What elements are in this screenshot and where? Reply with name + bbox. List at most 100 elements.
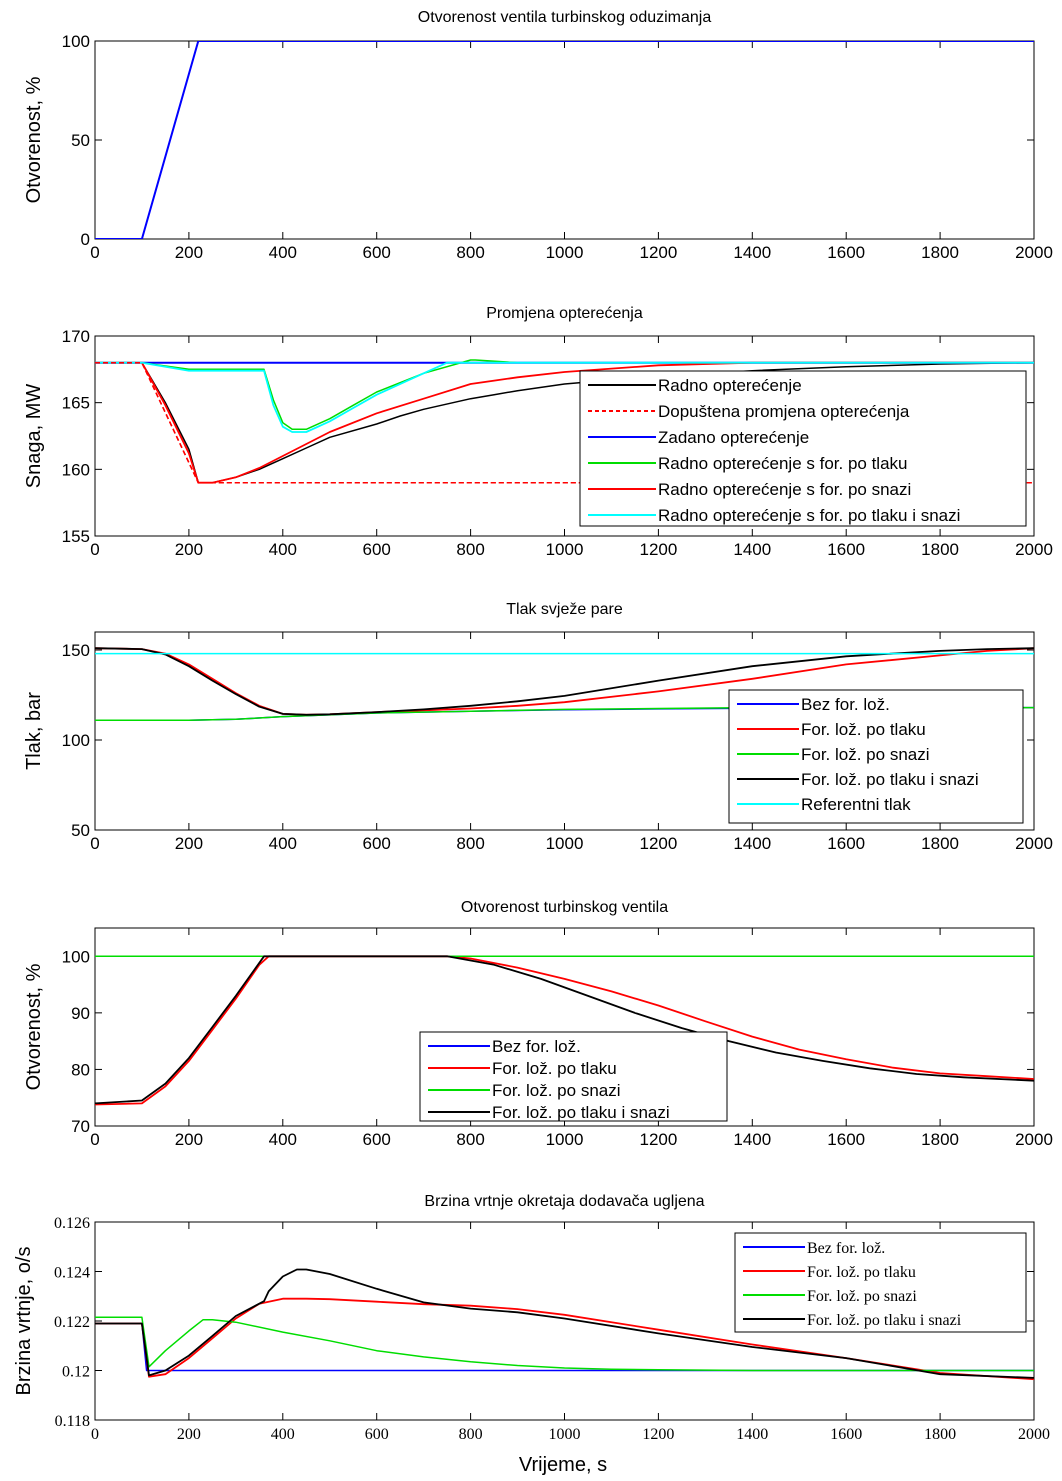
- legend: Bez for. lož. For. lož. po tlaku For. lož.…: [728, 689, 1024, 824]
- x-axis-label: Vrijeme, s: [519, 1454, 607, 1476]
- y-tick-label: 160: [62, 460, 90, 479]
- legend-box: [728, 689, 1024, 824]
- x-tick-label: 400: [269, 1130, 297, 1149]
- x-tick-label: 0: [91, 1426, 99, 1443]
- y-tick-label: 90: [71, 1004, 90, 1023]
- y-tick-label: 70: [71, 1117, 90, 1136]
- legend: Radno opterećenje Dopuštena promjena opte…: [579, 370, 1027, 527]
- x-tick-label: 1400: [733, 1130, 771, 1149]
- chart-panel-4: Otvorenost turbinskog ventila 0 200 400 600 8…: [23, 899, 1053, 1149]
- legend-label: For. lož. po tlaku: [492, 1059, 617, 1078]
- y-tick-label: 100: [62, 947, 90, 966]
- x-tick-label: 1200: [639, 1130, 677, 1149]
- x-tick-label: 400: [269, 540, 297, 559]
- series-line-4: [95, 1268, 1034, 1379]
- series-line-6: [95, 361, 1034, 433]
- chart-title: Otvorenost turbinskog ventila: [461, 899, 668, 916]
- y-tick-label: 0.12: [62, 1364, 90, 1381]
- x-tick-label: 1800: [921, 834, 959, 853]
- y-axis-label: Otvorenost, %: [23, 963, 45, 1090]
- y-axis-label: Otvorenost, %: [23, 76, 45, 203]
- x-tick-label: 600: [363, 834, 391, 853]
- chart-panel-3: Tlak svježe pare 0 200 400 600 800 1000 1200 140…: [23, 601, 1053, 853]
- legend-label: Radno opterećenje s for. po tlaku i snaz…: [658, 506, 960, 525]
- x-tick-label: 800: [456, 1130, 484, 1149]
- y-tick-label: 165: [62, 394, 90, 413]
- x-tick-label: 800: [456, 243, 484, 262]
- y-tick-label: 50: [71, 821, 90, 840]
- x-tick-label: 1200: [639, 540, 677, 559]
- x-tick-label: 1800: [921, 243, 959, 262]
- x-tick-label: 600: [363, 1130, 391, 1149]
- legend-label: For. lož. po tlaku i snazi: [807, 1312, 962, 1329]
- x-tick-label: 1000: [546, 834, 584, 853]
- series-line-3: [95, 1316, 1034, 1372]
- x-tick-label: 200: [177, 1426, 201, 1443]
- x-tick-label: 1400: [736, 1426, 768, 1443]
- x-tick-label: 1800: [921, 1130, 959, 1149]
- legend-label: For. lož. po tlaku i snazi: [492, 1103, 670, 1122]
- x-tick-label: 1600: [827, 834, 865, 853]
- chart-panel-1: Otvorenost ventila turbinskog oduzimanja…: [23, 9, 1053, 262]
- series-group: [95, 955, 1034, 1106]
- legend-label: Bez for. lož.: [807, 1240, 885, 1257]
- x-tick-label: 1200: [639, 243, 677, 262]
- x-tick-label: 600: [365, 1426, 389, 1443]
- x-tick-label: 200: [175, 834, 203, 853]
- chart-title: Otvorenost ventila turbinskog oduzimanja: [418, 9, 712, 26]
- legend-label: For. lož. po snazi: [807, 1288, 917, 1305]
- chart-panel-5: Brzina vrtnje okretaja dodavača ugljena 0…: [13, 1193, 1050, 1443]
- legend-label: Dopuštena promjena opterećenja: [658, 402, 910, 421]
- x-tick-label: 0: [90, 540, 99, 559]
- x-tick-label: 2000: [1015, 834, 1053, 853]
- y-tick-label: 0.124: [54, 1265, 90, 1282]
- legend-label: Bez for. lož.: [801, 695, 890, 714]
- x-tick-label: 1600: [830, 1426, 862, 1443]
- x-tick-label: 1600: [827, 540, 865, 559]
- chart-title: Tlak svježe pare: [506, 601, 623, 618]
- legend-label: Referentni tlak: [801, 795, 911, 814]
- legend-label: For. lož. po snazi: [801, 745, 930, 764]
- x-tick-label: 1600: [827, 1130, 865, 1149]
- x-tick-label: 1000: [549, 1426, 581, 1443]
- x-tick-label: 2000: [1015, 540, 1053, 559]
- legend-label: For. lož. po tlaku: [807, 1264, 916, 1281]
- series-group: [95, 1268, 1034, 1381]
- series-line-2: [95, 955, 1034, 1106]
- chart-panel-2: Promjena opterećenja 0 200 400 600 800 1000 120…: [23, 305, 1053, 559]
- y-tick-label: 170: [62, 327, 90, 346]
- x-tick-label: 2000: [1015, 1130, 1053, 1149]
- legend-label: For. lož. po tlaku i snazi: [801, 770, 979, 789]
- legend-label: For. lož. po tlaku: [801, 720, 926, 739]
- x-tick-label: 1800: [921, 540, 959, 559]
- x-tick-label: 1400: [733, 540, 771, 559]
- x-tick-label: 200: [175, 540, 203, 559]
- y-tick-label: 50: [71, 131, 90, 150]
- legend-box: [734, 1232, 1027, 1333]
- x-tick-label: 0: [90, 1130, 99, 1149]
- x-tick-label: 0: [90, 243, 99, 262]
- x-tick-label: 1600: [827, 243, 865, 262]
- legend-label: Radno opterećenje: [658, 376, 802, 395]
- x-tick-label: 1400: [733, 834, 771, 853]
- x-tick-label: 1800: [924, 1426, 956, 1443]
- x-tick-label: 0: [90, 834, 99, 853]
- x-tick-label: 200: [175, 1130, 203, 1149]
- x-tick-label: 1000: [546, 540, 584, 559]
- y-tick-label: 0.118: [55, 1413, 90, 1430]
- y-tick-label: 80: [71, 1060, 90, 1079]
- x-tick-label: 1400: [733, 243, 771, 262]
- legend-label: Radno opterećenje s for. po snazi: [658, 480, 911, 499]
- series-line-4: [95, 359, 1034, 431]
- x-tick-label: 2000: [1018, 1426, 1050, 1443]
- y-axis-label: Brzina vrtnje, o/s: [13, 1247, 35, 1396]
- legend: Bez for. lož. For. lož. po tlaku For. lož.…: [734, 1232, 1027, 1333]
- y-axis-label: Snaga, MW: [23, 384, 45, 489]
- series-line-2: [95, 1297, 1034, 1381]
- series-line-2-overlay: [95, 361, 1034, 484]
- x-tick-label: 400: [269, 243, 297, 262]
- x-tick-label: 800: [456, 834, 484, 853]
- y-tick-label: 0.126: [54, 1215, 90, 1232]
- legend-label: Zadano opterećenje: [658, 428, 809, 447]
